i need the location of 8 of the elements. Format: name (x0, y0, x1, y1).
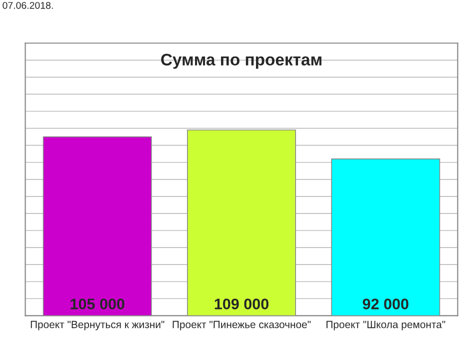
data-label: 92 000 (362, 298, 408, 310)
x-tick-label: Проект "Вернуться к жизни" (30, 320, 164, 330)
x-tick-label: Проект "Школа ремонта" (326, 320, 446, 330)
x-tick-label: Проект "Пинежье сказочное" (172, 320, 311, 330)
data-label: 105 000 (70, 298, 124, 310)
text: 07.06.2018. (2, 2, 53, 9)
text: Сумма по проектам (161, 54, 322, 69)
data-label: 109 000 (214, 298, 268, 310)
